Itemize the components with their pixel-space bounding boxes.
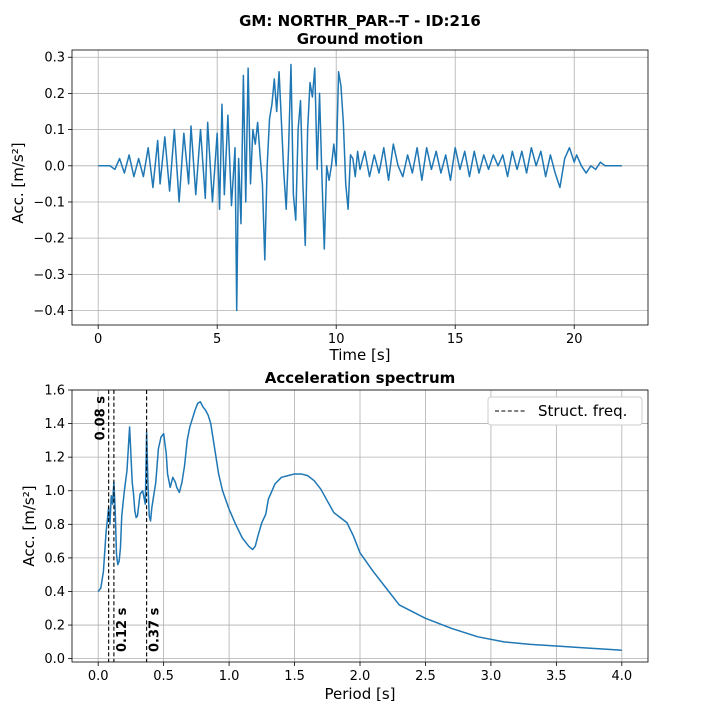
- spectrum-ytick-label: 1.4: [44, 417, 65, 432]
- spectrum-xtick-label: 2.5: [415, 669, 436, 684]
- spectrum-ytick-label: 0.6: [44, 551, 65, 566]
- spectrum-xtick-label: 2.0: [350, 669, 371, 684]
- spectrum-xtick-label: 0.0: [88, 669, 109, 684]
- spectrum-ytick-label: 0.4: [44, 585, 65, 600]
- ground-motion-xtick-label: 0: [94, 332, 102, 347]
- ground-motion-title: Ground motion: [297, 30, 424, 48]
- struct-freq-label: 0.12 s: [115, 607, 130, 652]
- ground-motion-ytick-label: 0.2: [44, 87, 65, 102]
- ground-motion-ytick-label: 0.3: [44, 51, 65, 66]
- spectrum-ytick-label: 0.8: [44, 518, 65, 533]
- ground-motion-plot: Ground motion 0 5 10 15 20 −0.4 −0.3 −0.2 −0.1 0.…: [9, 30, 649, 364]
- spectrum-xtick-label: 4.0: [611, 669, 632, 684]
- spectrum-ytick-label: 1.6: [44, 384, 65, 399]
- ground-motion-xtick-label: 20: [566, 332, 583, 347]
- ground-motion-ylabel: Acc. [m/s²]: [9, 142, 27, 223]
- spectrum-xtick-label: 1.0: [219, 669, 240, 684]
- struct-freq-markers: 0.08 s 0.12 s 0.37 s: [94, 390, 163, 662]
- ground-motion-xlabel: Time [s]: [329, 346, 391, 364]
- spectrum-ticks: 0.0 0.5 1.0 1.5 2.0 2.5 3.0 3.5 4.0 0.0 0.2 0.4 0.6 0…: [44, 384, 632, 685]
- legend-box: [487, 396, 643, 426]
- ground-motion-ytick-label: −0.2: [33, 232, 65, 247]
- ground-motion-axes-frame: [71, 49, 649, 326]
- spectrum-ytick-label: 1.0: [44, 484, 65, 499]
- ground-motion-grid: [72, 50, 648, 325]
- struct-freq-label: 0.08 s: [94, 396, 109, 441]
- spectrum-plot: Acceleration spectrum 0.0 0.5 1.0 1.5 2.0 2.5…: [20, 369, 649, 703]
- spectrum-title: Acceleration spectrum: [265, 369, 456, 387]
- spectrum-xlabel: Period [s]: [324, 685, 395, 703]
- spectrum-grid: [72, 389, 648, 662]
- ground-motion-xtick-label: 5: [213, 332, 221, 347]
- spectrum-ylabel: Acc. [m/s²]: [20, 485, 38, 566]
- ground-motion-xtick-label: 15: [447, 332, 464, 347]
- legend-label-struct-freq: Struct. freq.: [538, 402, 627, 420]
- spectrum-ytick-label: 0.0: [44, 652, 65, 667]
- ground-motion-xtick-label: 10: [328, 332, 345, 347]
- spectrum-xtick-label: 3.5: [546, 669, 567, 684]
- spectrum-xtick-label: 0.5: [153, 669, 174, 684]
- spectrum-ytick-label: 1.2: [44, 451, 65, 466]
- ground-motion-ytick-label: −0.3: [33, 268, 65, 283]
- ground-motion-ytick-label: −0.4: [33, 304, 65, 319]
- spectrum-ytick-label: 0.2: [44, 619, 65, 634]
- spectrum-axes-frame: [71, 389, 649, 663]
- figure-title: GM: NORTHR_PAR--T - ID:216: [239, 12, 481, 30]
- spectrum-legend: Struct. freq.: [487, 396, 643, 426]
- struct-freq-label: 0.37 s: [148, 607, 163, 652]
- ground-motion-ytick-label: 0.0: [44, 159, 65, 174]
- spectrum-series-line: [97, 401, 622, 651]
- ground-motion-ytick-label: −0.1: [33, 195, 65, 210]
- ground-motion-ticks: 0 5 10 15 20 −0.4 −0.3 −0.2 −0.1 0.0 0.1 0.2 0.3: [33, 51, 582, 347]
- ground-motion-series-line: [98, 63, 622, 312]
- spectrum-xtick-label: 1.5: [284, 669, 305, 684]
- spectrum-xtick-label: 3.0: [481, 669, 502, 684]
- ground-motion-ytick-label: 0.1: [44, 123, 65, 138]
